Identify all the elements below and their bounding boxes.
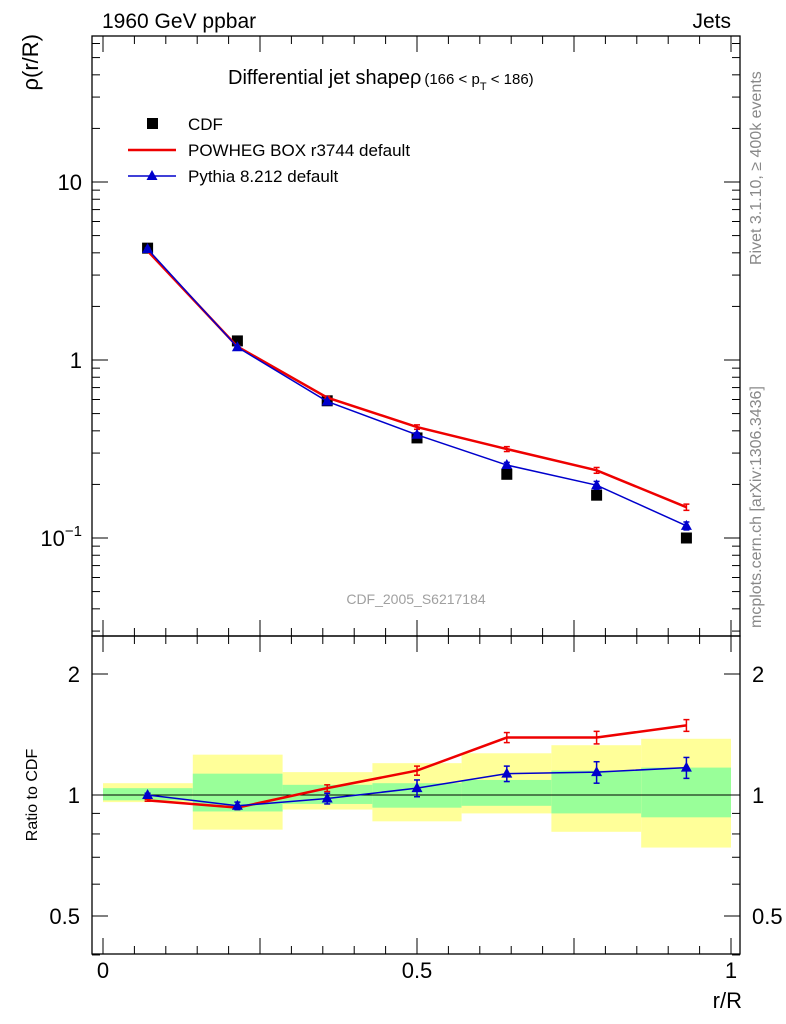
data-point [680,519,692,530]
legend-pythia-label: Pythia 8.212 default [188,167,339,186]
header-right: Jets [692,10,731,33]
analysis-watermark: CDF_2005_S6217184 [346,591,486,607]
data-point [680,532,692,544]
series-pythia [142,243,692,531]
legend: CDF POWHEG BOX r3744 default Pythia 8.21… [128,115,410,186]
legend-cdf-marker [147,118,158,129]
data-point [231,341,243,352]
legend-cdf-label: CDF [188,115,223,134]
legend-powheg-label: POWHEG BOX r3744 default [188,141,410,160]
x-axis-label: r/R [713,988,742,1013]
ratio-point [321,792,333,803]
series-cdf [142,242,692,544]
main-data [142,242,692,544]
data-point [591,479,603,490]
data-point [501,459,513,470]
data-point [501,468,513,480]
ratio-series-pythia [142,756,692,811]
rivet-version-label: Rivet 3.1.10, ≥ 400k events [748,71,765,265]
ratio-data [142,718,692,811]
ratio-y-axis-label: Ratio to CDF [24,749,41,842]
ratio-y-tick-label: 1 [68,783,80,808]
ratio-point [142,789,154,799]
ratio-y-tick-label-right: 1 [752,783,764,808]
ratio-ticks [92,636,740,956]
main-y-tick-label: 1 [70,348,82,373]
main-y-tick-label: 10 [58,170,82,195]
ratio-y-tick-label: 2 [68,662,80,687]
x-tick-label: 0.5 [402,958,433,983]
data-point [142,243,154,254]
ratio-uncertainty-bands [103,738,731,848]
series-line [147,248,687,527]
ratio-y-tick-label-right: 0.5 [752,904,783,929]
main-y-tick-label: 10−1 [40,523,82,551]
x-tick-label: 0 [97,958,109,983]
series-line [146,250,687,509]
x-tick-label: 1 [725,958,737,983]
data-point [591,489,603,501]
data-point [231,335,243,347]
main-panel: 10 1 10−1 ρ(r/R) Differential jet shapeρ (1… [18,34,741,637]
ratio-point [680,761,692,772]
inner-band [461,779,552,806]
data-point [411,428,423,439]
ratio-point [231,799,243,810]
ratio-tick-labels: 2 2 1 1 0.5 0.5 0 0.5 1 [49,662,782,983]
main-ticks [92,36,740,636]
header-left: 1960 GeV ppbar [102,10,256,33]
ratio-point [501,767,513,778]
series-powheg [144,249,690,512]
ratio-point [591,766,603,777]
legend-pythia-marker [146,170,158,180]
mcplots-label: mcplots.cern.ch [arXiv:1306.3436] [748,386,765,628]
main-title: Differential jet shapeρ (166 < pT < 186) [228,67,534,93]
main-y-tick-labels: 10 1 10−1 [40,170,82,551]
ratio-panel: 2 2 1 1 0.5 0.5 0 0.5 1 Ratio to CDF r/R [24,635,783,1013]
ratio-y-tick-label-right: 2 [752,662,764,687]
ratio-y-tick-label: 0.5 [49,904,80,929]
data-point [321,395,333,406]
ratio-point [411,782,423,793]
main-y-axis-label: ρ(r/R) [18,34,43,91]
